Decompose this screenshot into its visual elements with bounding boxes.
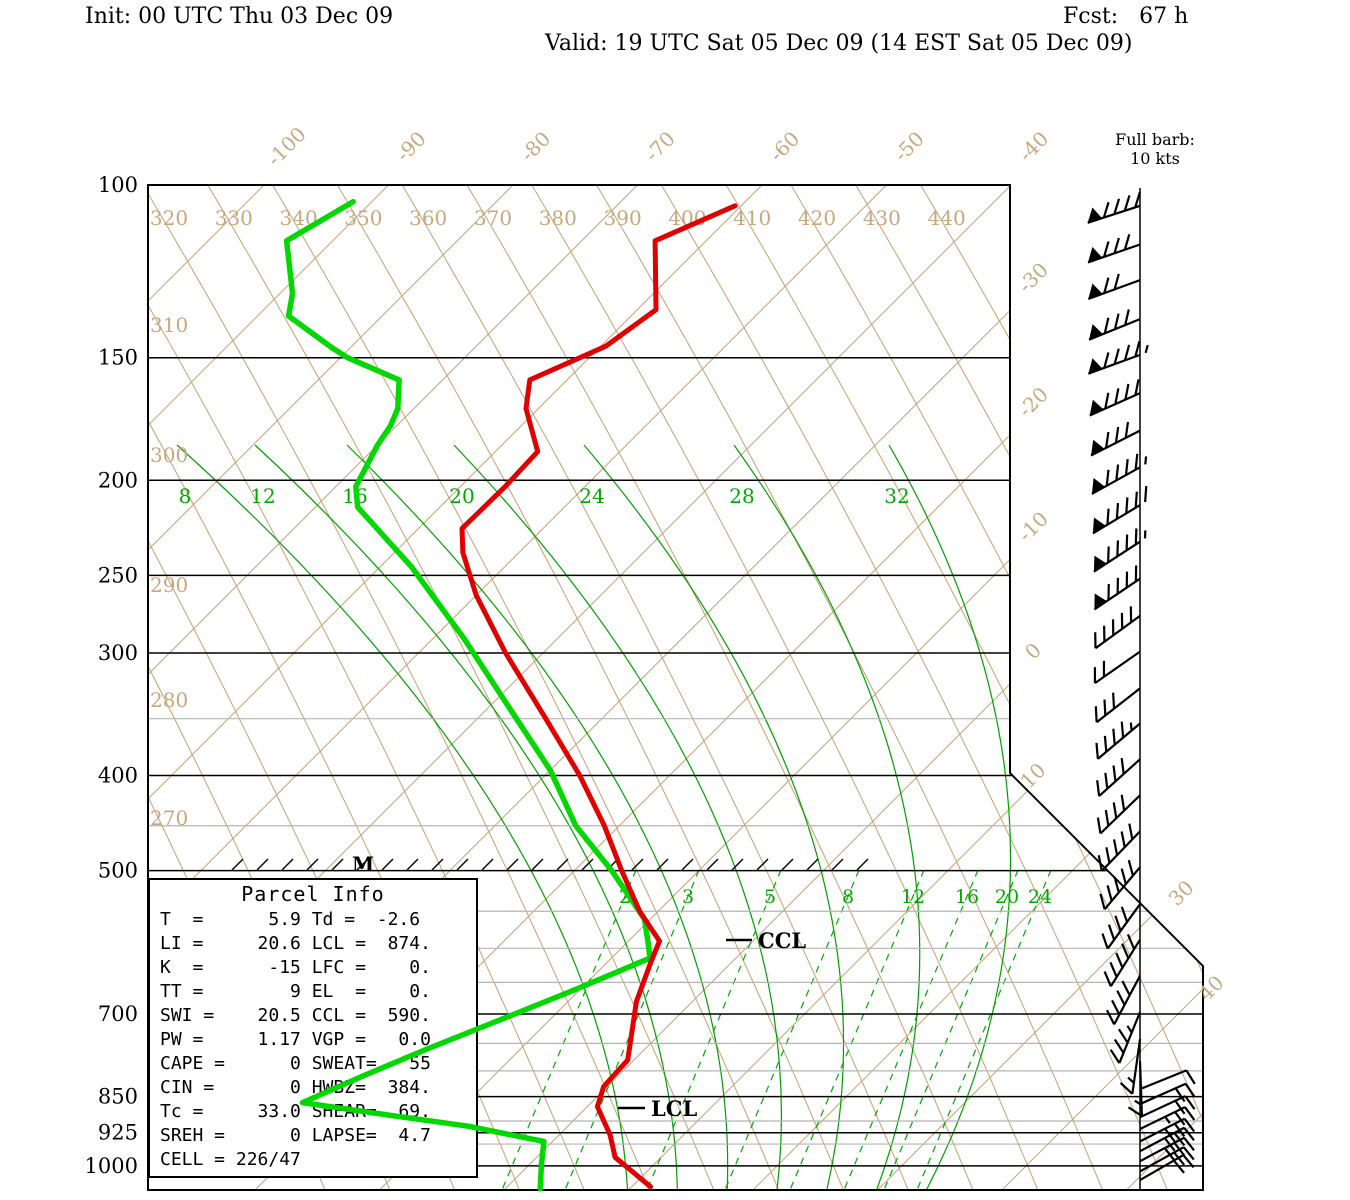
svg-text:440: 440 bbox=[928, 206, 966, 230]
parcel-info-values: T = 5.9 Td = -2.6 LI = 20.6 LCL = 874. K… bbox=[160, 909, 431, 1170]
svg-text:280: 280 bbox=[150, 688, 188, 712]
svg-text:390: 390 bbox=[604, 206, 642, 230]
pressure-label: 200 bbox=[98, 468, 138, 492]
level-markers: M CCL LCL bbox=[352, 852, 806, 1121]
wind-barb bbox=[1103, 933, 1141, 987]
wind-barb bbox=[1109, 1011, 1142, 1064]
wind-barb bbox=[1087, 340, 1149, 375]
wind-barb bbox=[1090, 421, 1141, 457]
temperature-trace bbox=[459, 203, 738, 1190]
valid-time-label: Valid: 19 UTC Sat 05 Dec 09 (14 EST Sat … bbox=[545, 31, 1133, 56]
m-marker: M bbox=[352, 852, 374, 876]
wind-barb bbox=[1139, 1082, 1196, 1106]
svg-text:370: 370 bbox=[474, 206, 512, 230]
wind-barb bbox=[1096, 758, 1141, 797]
wind-barb bbox=[1094, 687, 1141, 724]
pressure-axis-labels: 100 150 200 250 300 400 500 700 850 925 1000 bbox=[85, 173, 138, 1178]
svg-text:8: 8 bbox=[842, 886, 854, 908]
svg-text:310: 310 bbox=[150, 313, 188, 337]
wind-barb bbox=[1093, 565, 1141, 611]
svg-text:20: 20 bbox=[995, 886, 1019, 908]
wind-barb bbox=[1093, 528, 1147, 573]
pressure-label: 925 bbox=[98, 1121, 138, 1145]
pressure-label: 250 bbox=[98, 563, 138, 587]
wind-barb bbox=[1099, 859, 1141, 911]
svg-text:300: 300 bbox=[150, 443, 188, 467]
wind-barb bbox=[1096, 794, 1141, 835]
svg-text:430: 430 bbox=[863, 206, 901, 230]
ccl-marker-label: CCL bbox=[758, 928, 806, 953]
svg-text:20: 20 bbox=[449, 484, 474, 508]
pressure-label: 700 bbox=[98, 1002, 138, 1026]
wind-barb bbox=[1091, 453, 1148, 495]
plot-border bbox=[147, 184, 1204, 1191]
svg-text:360: 360 bbox=[409, 206, 447, 230]
wind-barb bbox=[1139, 1154, 1195, 1182]
wind-barb bbox=[1089, 379, 1141, 417]
svg-text:3: 3 bbox=[682, 886, 694, 908]
svg-text:32: 32 bbox=[884, 484, 909, 508]
svg-text:380: 380 bbox=[539, 206, 577, 230]
svg-text:270: 270 bbox=[150, 806, 188, 830]
wind-barb-legend-line1: Full barb: bbox=[1115, 130, 1195, 149]
wind-barb bbox=[1087, 234, 1141, 264]
svg-text:8: 8 bbox=[179, 484, 192, 508]
wind-barb bbox=[1105, 975, 1141, 1025]
wind-barb bbox=[1139, 1069, 1196, 1091]
dewpoint-trace bbox=[283, 198, 653, 1192]
lcl-marker-label: LCL bbox=[651, 1096, 697, 1121]
wind-barb bbox=[1119, 1039, 1142, 1095]
wind-barb bbox=[1097, 823, 1141, 872]
svg-text:28: 28 bbox=[729, 484, 754, 508]
wind-barb bbox=[1092, 485, 1148, 535]
svg-text:12: 12 bbox=[250, 484, 275, 508]
parcel-info-box: Parcel Info T = 5.9 Td = -2.6 LI = 20.6 … bbox=[148, 878, 478, 1178]
wind-barb bbox=[1087, 273, 1141, 300]
svg-text:350: 350 bbox=[344, 206, 382, 230]
svg-text:12: 12 bbox=[901, 886, 925, 908]
pressure-label: 1000 bbox=[85, 1154, 138, 1178]
pressure-label: 300 bbox=[98, 641, 138, 665]
svg-text:330: 330 bbox=[215, 206, 253, 230]
moist-adiabat-lines bbox=[176, 444, 1012, 1190]
svg-text:5: 5 bbox=[764, 886, 776, 908]
svg-text:290: 290 bbox=[150, 573, 188, 597]
pressure-label: 150 bbox=[98, 346, 138, 370]
svg-text:16: 16 bbox=[955, 886, 979, 908]
svg-text:24: 24 bbox=[579, 484, 604, 508]
init-time-label: Init: 00 UTC Thu 03 Dec 09 bbox=[85, 4, 394, 29]
forecast-hour-label: Fcst: 67 h bbox=[1063, 4, 1189, 29]
pressure-label: 100 bbox=[98, 173, 138, 197]
wind-barb-legend-line2: 10 kts bbox=[1130, 149, 1180, 168]
wind-barb-legend: Full barb: 10 kts bbox=[1100, 130, 1210, 168]
svg-text:24: 24 bbox=[1028, 886, 1052, 908]
pressure-label: 850 bbox=[98, 1085, 138, 1109]
svg-text:320: 320 bbox=[150, 206, 188, 230]
wind-barb bbox=[1101, 903, 1141, 950]
parcel-info-title: Parcel Info bbox=[241, 882, 385, 906]
wind-barb bbox=[1093, 650, 1141, 685]
pressure-label: 500 bbox=[98, 859, 138, 883]
svg-text:410: 410 bbox=[733, 206, 771, 230]
wind-barb bbox=[1088, 309, 1141, 341]
wind-barb bbox=[1139, 1095, 1196, 1119]
svg-text:420: 420 bbox=[798, 206, 836, 230]
wind-barb bbox=[1139, 1106, 1196, 1130]
wind-barb bbox=[1087, 191, 1141, 224]
moist-adiabat-labels: 8 12 16 20 24 28 32 bbox=[179, 484, 910, 508]
pressure-label: 400 bbox=[98, 764, 138, 788]
wind-barb bbox=[1095, 721, 1141, 760]
wind-barbs bbox=[1087, 191, 1196, 1182]
wind-barb bbox=[1094, 606, 1141, 650]
